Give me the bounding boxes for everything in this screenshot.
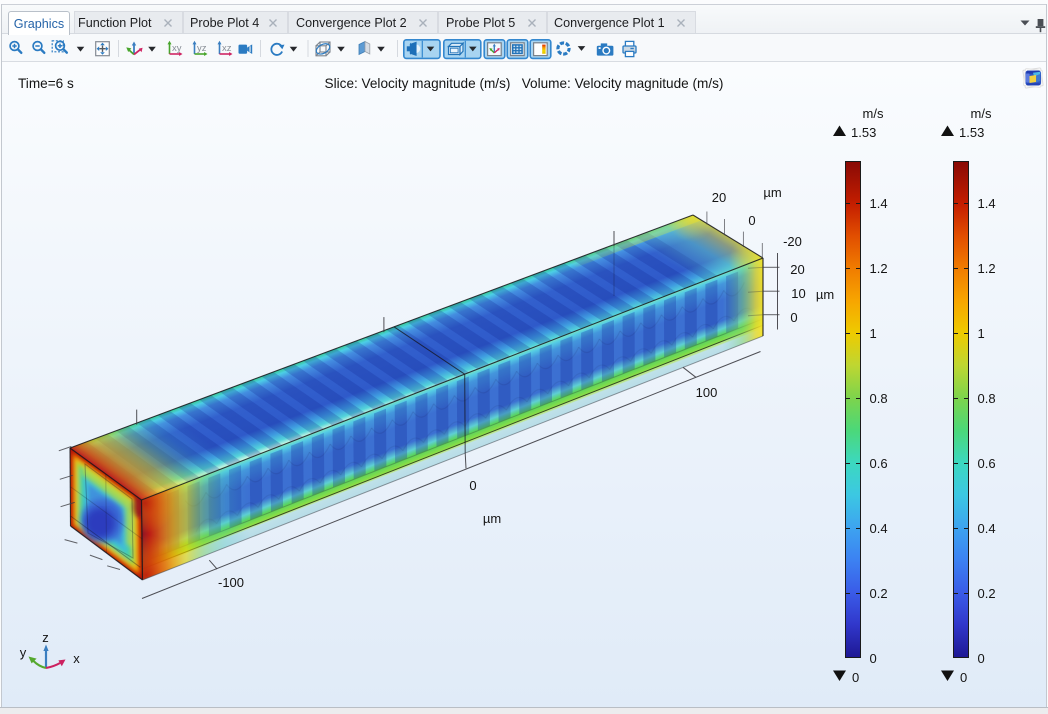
svg-text:xy: xy [172, 43, 182, 54]
svg-text:yz: yz [197, 43, 207, 54]
svg-text:xz: xz [222, 43, 232, 54]
